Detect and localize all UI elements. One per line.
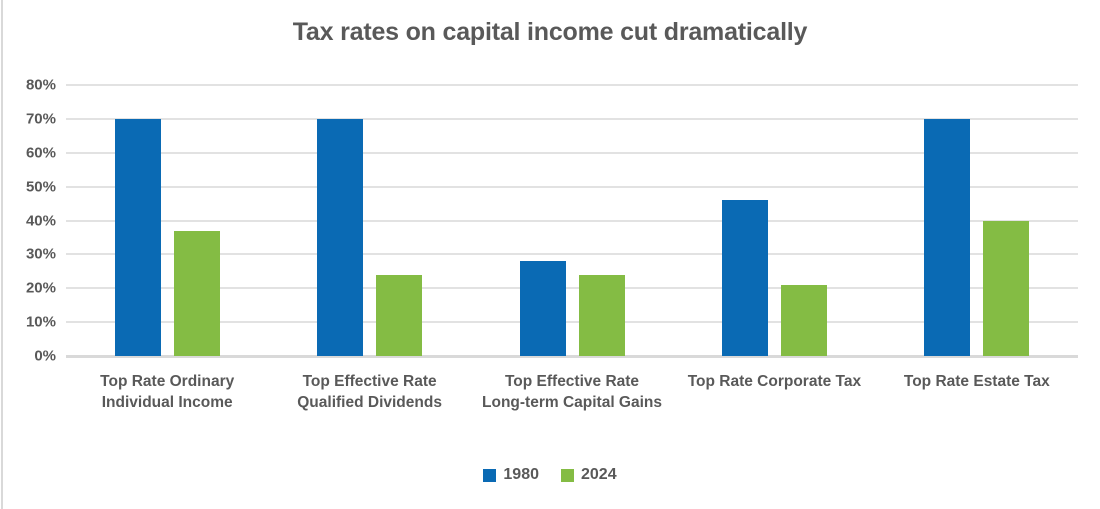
bar-1980-1 (317, 118, 364, 356)
bar-group-4 (876, 85, 1078, 356)
gridline-40% (66, 219, 1078, 222)
category-label-text: Top Effective Rate Long-term Capital Gai… (482, 373, 663, 411)
x-axis-line (66, 355, 1078, 358)
bar-group-0 (66, 85, 268, 356)
legend-item-1980: 1980 (483, 466, 539, 484)
category-label-0: Top Rate Ordinary Individual Income (66, 372, 268, 414)
plot-area (66, 84, 1078, 358)
bar-2024-4 (983, 220, 1030, 356)
ytick-label-0%: 0% (34, 347, 56, 365)
legend-swatch-1980 (483, 468, 497, 482)
bar-1980-3 (721, 200, 768, 356)
legend-label-2024: 2024 (581, 466, 617, 483)
category-label-text: Top Rate Ordinary Individual Income (100, 373, 235, 411)
gridline-70% (66, 117, 1078, 120)
category-label-1: Top Effective Rate Qualified Dividends (268, 372, 470, 414)
legend-item-2024: 2024 (561, 466, 617, 484)
ytick-label-80%: 80% (25, 76, 56, 94)
ytick-label-10%: 10% (25, 313, 56, 331)
legend-label-1980: 1980 (503, 466, 539, 483)
gridline-50% (66, 185, 1078, 188)
bar-1980-2 (519, 261, 566, 356)
gridline-10% (66, 321, 1078, 324)
bar-2024-0 (173, 230, 220, 356)
category-label-text: Top Rate Corporate Tax (687, 373, 862, 390)
gridline-20% (66, 287, 1078, 290)
x-axis-category-labels: Top Rate Ordinary Individual Income Top E… (66, 372, 1078, 414)
category-label-3: Top Rate Corporate Tax (673, 372, 875, 414)
bar-2024-2 (578, 274, 625, 356)
ytick-label-70%: 70% (25, 110, 56, 128)
ytick-label-20%: 20% (25, 279, 56, 297)
bar-1980-4 (924, 118, 971, 356)
category-label-text: Top Rate Estate Tax (903, 373, 1050, 390)
ytick-label-30%: 30% (25, 245, 56, 263)
bar-1980-0 (114, 118, 161, 356)
category-label-2: Top Effective Rate Long-term Capital Gai… (471, 372, 673, 414)
chart-title: Tax rates on capital income cut dramatic… (292, 18, 808, 46)
frame-left-border (1, 0, 3, 509)
bar-group-2 (471, 85, 673, 356)
ytick-label-40%: 40% (25, 212, 56, 229)
category-label-4: Top Rate Estate Tax (876, 372, 1078, 414)
ytick-label-60%: 60% (25, 144, 56, 162)
bar-2024-3 (780, 284, 827, 356)
legend-swatch-2024 (561, 468, 574, 482)
ytick-label-50%: 50% (25, 178, 56, 196)
bar-2024-1 (376, 274, 423, 356)
gridline-80% (66, 84, 1078, 86)
bar-groups (66, 85, 1078, 356)
bar-group-3 (673, 85, 875, 356)
legend: 1980 2024 (0, 466, 1100, 484)
gridline-60% (66, 151, 1078, 154)
gridline-30% (66, 253, 1078, 256)
category-label-text: Top Effective Rate Qualified Dividends (297, 373, 442, 411)
bar-group-1 (268, 85, 470, 356)
